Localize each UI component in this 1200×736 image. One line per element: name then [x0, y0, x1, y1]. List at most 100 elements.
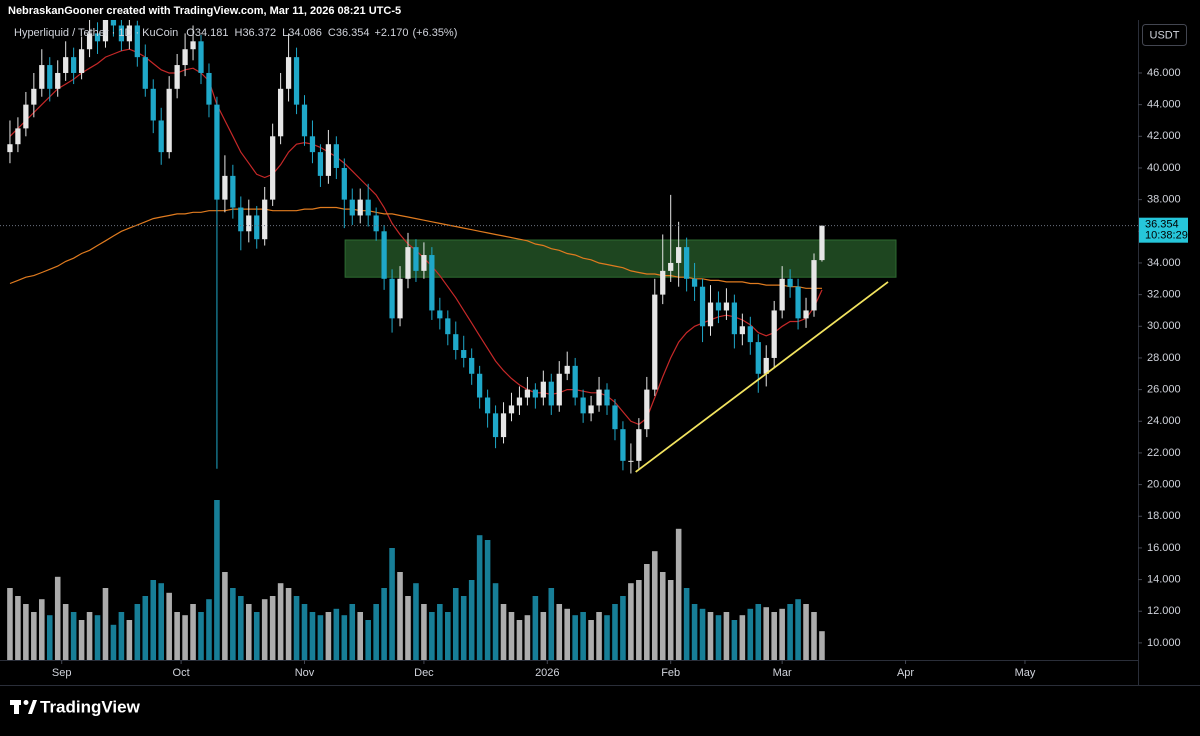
candle-body: [524, 389, 531, 398]
legend-item: L: [282, 27, 288, 39]
volume-bar: [341, 615, 348, 660]
candle-body: [795, 286, 801, 319]
volume-bar: [126, 620, 133, 660]
volume-bar: [15, 596, 21, 660]
x-tick-label: Feb: [661, 667, 680, 679]
volume-bar: [46, 615, 53, 660]
volume-bar: [683, 588, 690, 660]
candle-body: [811, 260, 817, 311]
volume-bar: [94, 615, 101, 660]
candle-body: [293, 57, 300, 105]
candle-body: [429, 255, 435, 311]
volume-bar: [739, 615, 746, 660]
candle-body: [55, 72, 61, 89]
y-tick-label: 14.000: [1147, 573, 1181, 585]
candle-body: [254, 215, 260, 240]
candle-body: [628, 460, 634, 462]
y-tick-label: 40.000: [1147, 162, 1181, 174]
volume-bar: [62, 604, 69, 660]
candle-body: [285, 57, 292, 89]
x-tick-label: May: [1015, 667, 1036, 679]
volume-bar: [118, 612, 125, 660]
volume-bar: [763, 607, 770, 660]
candle-body: [691, 278, 698, 287]
candle-body: [556, 373, 562, 406]
volume-bar: [540, 612, 547, 660]
y-tick-label: 12.000: [1147, 605, 1181, 617]
volume-bar: [230, 588, 236, 660]
volume-bar: [755, 604, 762, 660]
volume-bar: [397, 572, 403, 660]
volume-bar: [150, 580, 157, 660]
x-tick-label: Sep: [52, 667, 72, 679]
volume-bar: [389, 548, 395, 660]
volume-bar: [23, 604, 29, 660]
countdown: 10:38:29: [1145, 230, 1188, 242]
y-tick-label: 38.000: [1147, 194, 1181, 206]
candle-body: [63, 57, 69, 73]
volume-bar: [54, 576, 61, 660]
volume-bar: [795, 599, 801, 660]
candle-body: [739, 326, 745, 335]
volume-bar: [659, 572, 666, 660]
y-tick-label: 30.000: [1147, 320, 1181, 332]
volume-bar: [819, 631, 825, 660]
volume-bar: [556, 604, 563, 660]
legend-item: C: [328, 27, 336, 39]
candle-body: [763, 357, 769, 374]
volume-bar: [731, 620, 738, 660]
volume-bar: [715, 615, 722, 660]
volume-bar: [437, 604, 443, 660]
volume-bar: [588, 620, 594, 660]
candle-body: [572, 365, 578, 398]
candle-body: [453, 334, 459, 351]
candle-body: [238, 207, 244, 232]
volume-bar: [70, 612, 77, 660]
candle-body: [365, 199, 371, 216]
volume-bar: [373, 604, 379, 660]
candle-body: [652, 294, 658, 390]
candle-body: [126, 25, 132, 42]
candle-body: [699, 286, 706, 327]
y-tick-label: 46.000: [1147, 67, 1181, 79]
volume-bar: [206, 599, 212, 660]
volume-bar: [174, 612, 180, 660]
candle-body: [389, 278, 395, 319]
candle-body: [182, 49, 188, 66]
volume-bar: [636, 580, 642, 660]
candle-body: [118, 25, 125, 42]
volume-bar: [628, 583, 634, 660]
volume-bar: [707, 612, 714, 660]
volume-bar: [285, 588, 292, 660]
volume-bar: [31, 612, 37, 660]
volume-bar: [421, 604, 427, 660]
candle-body: [341, 167, 347, 200]
volume-bar: [771, 612, 777, 660]
candle-body: [190, 41, 196, 50]
volume-bar: [381, 588, 387, 660]
candle-body: [540, 381, 546, 398]
candle-body: [580, 397, 586, 414]
candle-body: [620, 429, 626, 461]
volume-bar: [134, 604, 141, 660]
candle-body: [644, 389, 650, 430]
y-tick-label: 26.000: [1147, 384, 1181, 396]
trendline: [635, 281, 889, 473]
volume-bar: [572, 615, 578, 660]
candle-body: [532, 389, 538, 398]
volume-bar: [269, 596, 276, 660]
volume-bar: [325, 612, 332, 660]
volume-bar: [182, 615, 188, 660]
candle-body: [508, 405, 515, 414]
legend-item: 34.181: [195, 27, 229, 39]
legend-item: 34.086: [288, 27, 322, 39]
candle-body: [421, 255, 427, 271]
candle-body: [86, 33, 93, 50]
volume-bar: [564, 608, 570, 660]
candle-body: [158, 120, 164, 153]
volume-bar: [39, 599, 45, 660]
x-tick-label: Mar: [773, 667, 792, 679]
volume-bar: [699, 608, 706, 660]
volume-bar: [612, 604, 618, 660]
